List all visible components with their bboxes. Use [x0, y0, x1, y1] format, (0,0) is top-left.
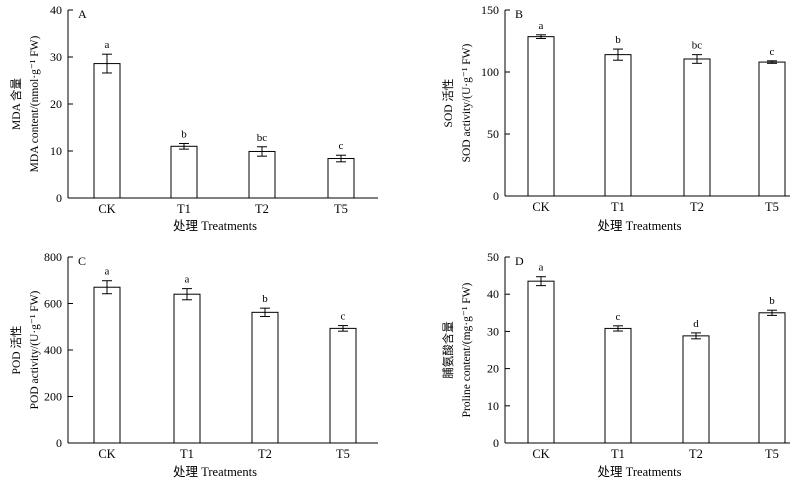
bar: [604, 54, 632, 197]
significance-label: bc: [692, 40, 703, 52]
y-tick-label: 400: [44, 343, 62, 357]
x-tick-label: CK: [532, 200, 549, 214]
significance-label: bc: [257, 132, 268, 144]
significance-label: c: [339, 140, 344, 152]
y-tick-label: 0: [493, 189, 499, 203]
y-tick-label: 10: [50, 144, 62, 158]
chart-panel-c: 0 200 400 600 800 Ca CK a T1 b T2 c T5 处理 Treatments P…: [9, 250, 378, 479]
x-axis-label: 处理 Treatments: [598, 219, 682, 233]
panel-letter: C: [78, 254, 86, 268]
bar: [93, 286, 121, 444]
x-tick-label: CK: [98, 202, 115, 216]
x-tick-label: T2: [690, 200, 704, 214]
bar: [329, 327, 357, 444]
chart-panel-b: 0 50 100 150 Ba CK b T1 bc T2 c T5 处理 Treatments SOD …: [441, 3, 790, 233]
y-tick-label: 50: [487, 250, 499, 264]
x-tick-label: T2: [258, 447, 272, 461]
x-axis-label: 处理 Treatments: [598, 465, 682, 479]
x-tick-label: T2: [689, 447, 703, 461]
significance-label: c: [616, 311, 621, 323]
x-tick-label: T5: [765, 447, 779, 461]
y-axis-label: SOD 活性: [441, 79, 455, 128]
significance-label: a: [539, 20, 544, 32]
y-tick-label: 20: [50, 97, 62, 111]
x-tick-label: T5: [336, 447, 350, 461]
bar: [248, 150, 276, 199]
x-tick-label: T5: [765, 200, 779, 214]
x-tick-label: T1: [177, 202, 191, 216]
bar: [682, 335, 710, 444]
y-tick-label: 40: [487, 287, 499, 301]
y-axis-label-units: MDA content/(nmol·g⁻¹ FW): [29, 36, 41, 173]
bar: [93, 63, 121, 199]
x-tick-label: T5: [334, 202, 348, 216]
chart-panel-a: 0 10 20 30 40 Aa CK b T1 bc T2 c T5 处理 Treatments MDA …: [9, 3, 378, 233]
bar: [173, 293, 201, 444]
y-axis-label: MDA 含量: [9, 78, 23, 130]
y-tick-label: 100: [481, 65, 499, 79]
y-tick-label: 10: [487, 399, 499, 413]
significance-label: c: [341, 311, 346, 323]
y-tick-label: 600: [44, 297, 62, 311]
panel-letter: A: [78, 7, 87, 21]
bar: [758, 61, 786, 197]
bar: [758, 312, 786, 444]
y-axis-label-units: POD activity/(U·g⁻¹ FW): [29, 290, 41, 409]
bar: [170, 145, 198, 199]
x-tick-label: T2: [255, 202, 269, 216]
y-tick-label: 30: [50, 50, 62, 64]
y-axis-label-units: SOD activity/(U·g⁻¹ FW): [461, 43, 473, 162]
significance-label: b: [262, 293, 268, 305]
x-tick-label: CK: [532, 447, 549, 461]
x-tick-label: T1: [611, 200, 625, 214]
bar: [251, 311, 279, 444]
y-axis-label: POD 活性: [9, 326, 23, 375]
x-axis-label: 处理 Treatments: [173, 465, 257, 479]
y-tick-label: 800: [44, 250, 62, 264]
significance-label: a: [539, 262, 544, 274]
x-axis-label: 处理 Treatments: [173, 219, 257, 233]
y-tick-label: 0: [56, 436, 62, 450]
y-tick-label: 30: [487, 324, 499, 338]
x-tick-label: T1: [611, 447, 625, 461]
significance-label: a: [185, 274, 190, 286]
x-tick-label: CK: [98, 447, 115, 461]
panel-letter: B: [515, 7, 523, 21]
bar: [683, 58, 711, 197]
panel-letter: D: [515, 254, 524, 268]
bar: [327, 158, 355, 199]
y-tick-label: 20: [487, 362, 499, 376]
significance-label: d: [693, 318, 699, 330]
significance-label: b: [615, 34, 621, 46]
y-tick-label: 40: [50, 3, 62, 17]
bar: [527, 280, 555, 444]
significance-label: a: [105, 266, 110, 278]
y-axis-label: 脯氨酸含量: [441, 321, 455, 379]
significance-label: c: [770, 46, 775, 58]
significance-label: b: [181, 128, 187, 140]
y-tick-label: 0: [493, 436, 499, 450]
significance-label: a: [105, 39, 110, 51]
y-tick-label: 150: [481, 3, 499, 17]
bar: [604, 327, 632, 444]
y-axis-label-units: Proline content/(mg·g⁻¹ FW): [461, 282, 473, 417]
bar: [527, 36, 555, 197]
y-tick-label: 0: [56, 191, 62, 205]
y-tick-label: 50: [487, 127, 499, 141]
significance-label: b: [769, 295, 775, 307]
x-tick-label: T1: [180, 447, 194, 461]
y-tick-label: 200: [44, 390, 62, 404]
